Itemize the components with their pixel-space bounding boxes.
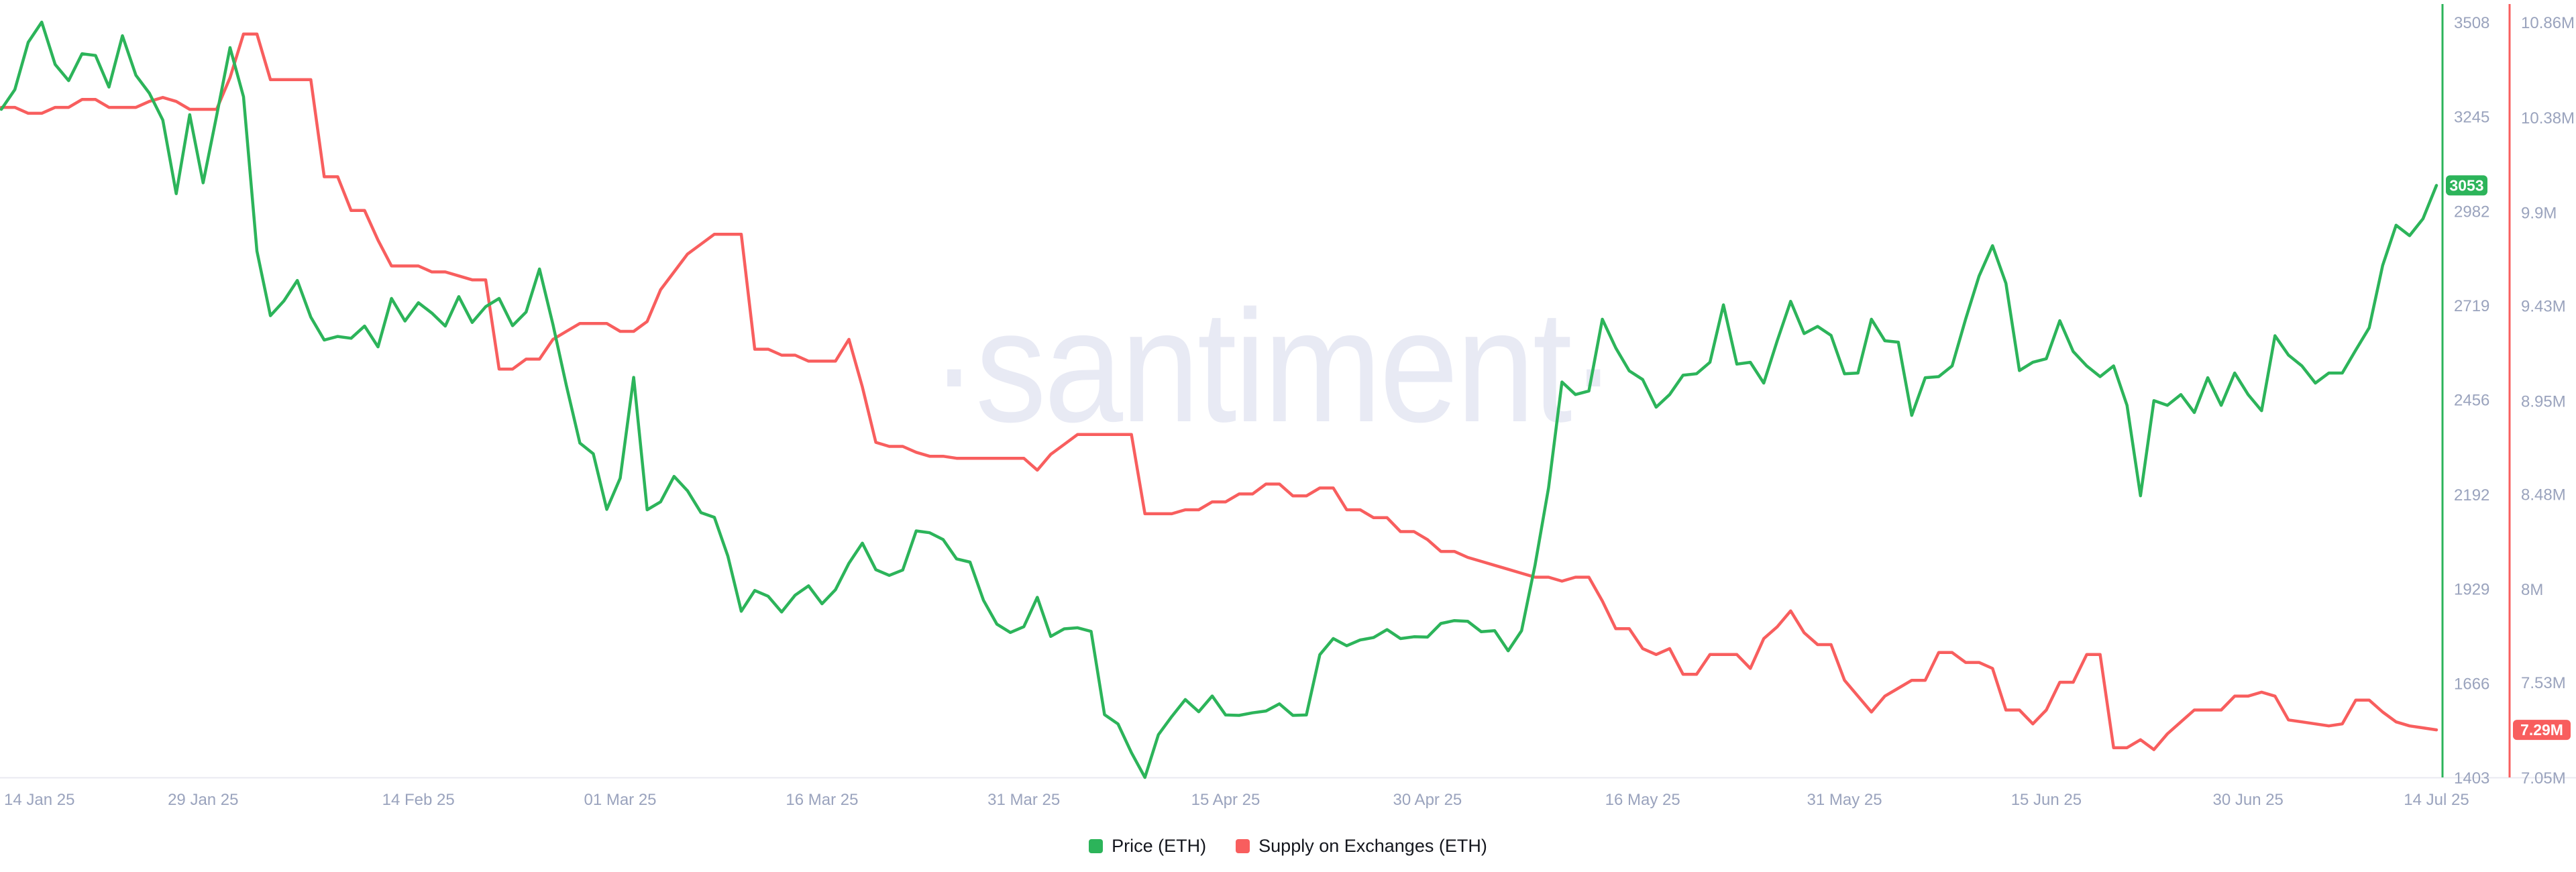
supply-legend-swatch-icon (1236, 838, 1250, 853)
x-axis-date-label: 15 Jun 25 (2011, 791, 2082, 809)
x-axis-date-label: 16 May 25 (1605, 791, 1680, 809)
x-axis-date-label: 29 Jan 25 (168, 791, 238, 809)
price-line (0, 20, 2438, 779)
supply-on-exchanges-line (0, 32, 2438, 751)
x-axis-date-label: 14 Feb 25 (382, 791, 455, 809)
santiment-watermark-text: ·santiment· (930, 278, 1615, 455)
price-axis-tick-label: 3508 (2454, 14, 2489, 32)
price-axis-tick-labels: 3508 3245 2982 2719 2456 2192 1929 1666 1403 (2454, 14, 2489, 787)
price-axis-tick-label: 1929 (2454, 581, 2489, 599)
price-current-value-badge: 3053 (2446, 175, 2487, 196)
x-axis-date-label: 15 Apr 25 (1191, 791, 1260, 809)
svg-text:3053: 3053 (2449, 176, 2483, 194)
supply-axis-tick-labels: 10.86M 10.38M 9.9M 9.43M 8.95M 8.48M 8M 7.53M 7.… (2521, 14, 2575, 787)
supply-axis-tick-label: 9.9M (2521, 205, 2557, 223)
price-axis-tick-label: 2719 (2454, 297, 2489, 315)
supply-current-value-badge: 7.29M (2513, 720, 2571, 741)
price-axis-tick-label: 2982 (2454, 203, 2489, 221)
svg-text:7.29M: 7.29M (2520, 721, 2563, 739)
x-axis-date-label: 31 Mar 25 (987, 791, 1060, 809)
supply-axis-tick-label: 7.05M (2521, 769, 2566, 787)
supply-axis-tick-label: 7.53M (2521, 674, 2566, 692)
supply-axis-tick-label: 8M (2521, 581, 2543, 599)
legend-item-price[interactable]: Price (ETH) (1089, 836, 1206, 857)
price-axis-tick-label: 2192 (2454, 486, 2489, 504)
price-legend-swatch-icon (1089, 838, 1104, 853)
x-axis-date-label: 16 Mar 25 (786, 791, 858, 809)
x-axis-date-label: 30 Jun 25 (2212, 791, 2283, 809)
supply-axis-tick-label: 9.43M (2521, 298, 2566, 316)
x-axis-date-label: 31 May 25 (1807, 791, 1882, 809)
chart-legend: Price (ETH) Supply on Exchanges (ETH) (0, 830, 2576, 861)
supply-axis-tick-label: 10.86M (2521, 14, 2575, 32)
price-axis-tick-label: 1403 (2454, 769, 2489, 787)
supply-legend-label: Supply on Exchanges (ETH) (1258, 835, 1487, 856)
legend-item-supply[interactable]: Supply on Exchanges (ETH) (1236, 836, 1487, 857)
x-axis-date-labels: 14 Jan 25 29 Jan 25 14 Feb 25 01 Mar 25 16 M… (4, 791, 2469, 809)
supply-axis-tick-label: 8.95M (2521, 393, 2566, 411)
price-axis-tick-label: 2456 (2454, 392, 2489, 410)
price-legend-label: Price (ETH) (1112, 835, 1207, 856)
x-axis-date-label: 30 Apr 25 (1393, 791, 1462, 809)
x-axis-date-label: 14 Jul 25 (2404, 791, 2469, 809)
x-axis-date-label: 01 Mar 25 (584, 791, 656, 809)
x-axis-date-label: 14 Jan 25 (4, 791, 74, 809)
price-axis-tick-label: 1666 (2454, 675, 2489, 693)
supply-axis-tick-label: 8.48M (2521, 486, 2566, 504)
supply-axis-tick-label: 10.38M (2521, 109, 2575, 127)
price-axis-tick-label: 3245 (2454, 109, 2489, 127)
